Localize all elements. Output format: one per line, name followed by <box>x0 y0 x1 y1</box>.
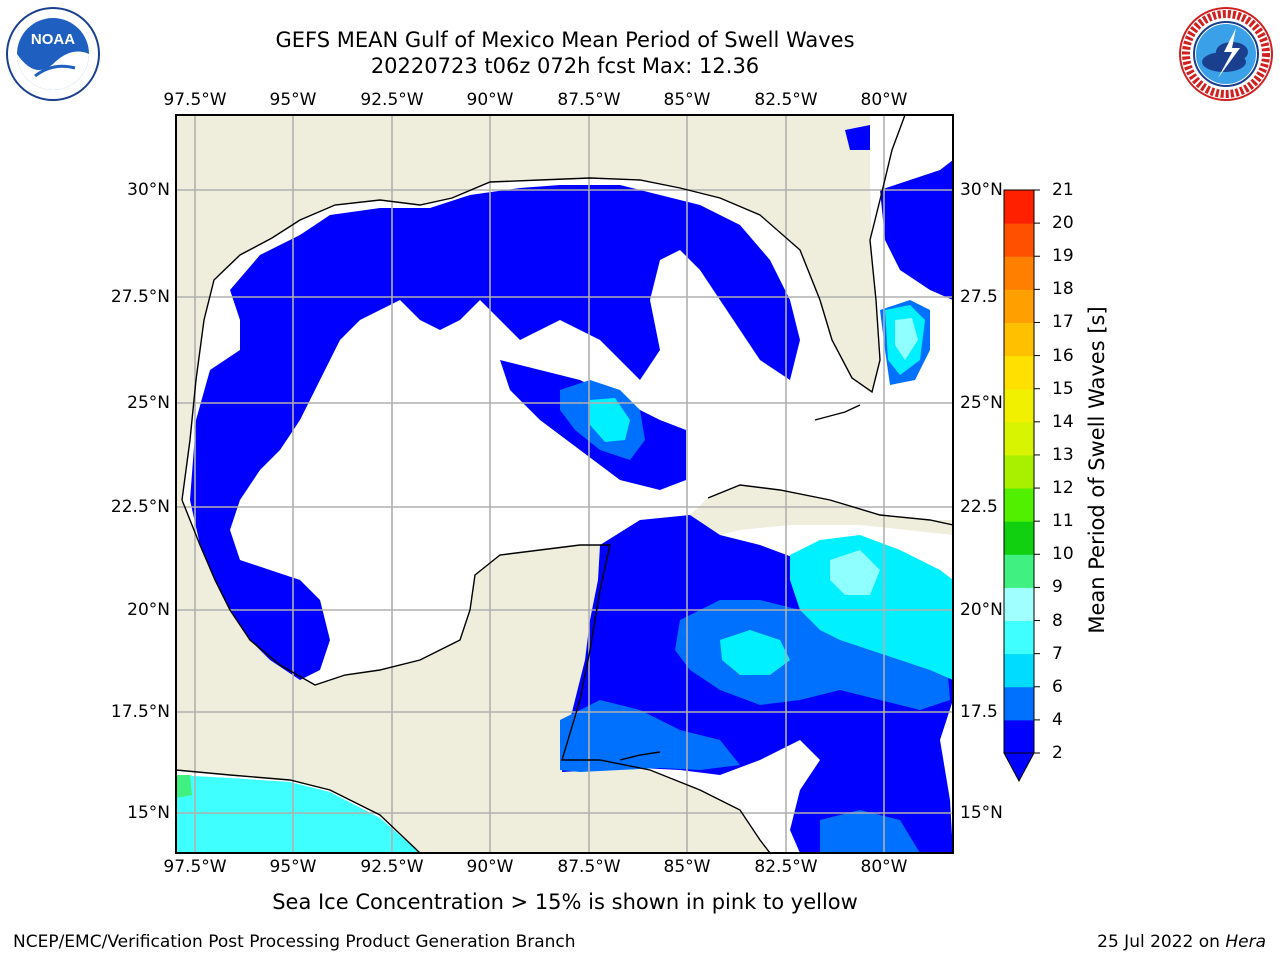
lat-tick-right: 30°N <box>960 180 1003 200</box>
colorbar-tick-label: 18 <box>1052 279 1074 300</box>
lon-tick-bottom: 87.5°W <box>557 857 621 877</box>
colorbar-swatch <box>1004 388 1034 423</box>
svg-text:NOAA: NOAA <box>31 31 75 48</box>
colorbar-tick-label: 4 <box>1052 709 1063 730</box>
lat-tick-right: 22.5 <box>960 497 998 517</box>
footnote: Sea Ice Concentration > 15% is shown in … <box>272 890 858 914</box>
colorbar-tick-label: 15 <box>1052 378 1074 399</box>
pacific-swell <box>176 775 420 853</box>
colorbar-frame <box>1003 189 1035 754</box>
lon-tick-bottom: 97.5°W <box>163 857 227 877</box>
colorbar-label: Mean Period of Swell Waves [s] <box>1085 306 1109 634</box>
colorbar-tick-label: 8 <box>1052 610 1063 631</box>
colorbar-swatch <box>1004 620 1034 655</box>
colorbar-swatch <box>1004 686 1034 721</box>
colorbar-tick-label: 2 <box>1052 743 1063 763</box>
lon-tick-bottom: 85°W <box>663 857 711 877</box>
lat-tick-left: 30°N <box>127 180 170 200</box>
lat-tick-left: 15°N <box>127 803 170 823</box>
colorbar-swatch <box>1004 256 1034 290</box>
lon-tick-bottom: 92.5°W <box>360 857 424 877</box>
colorbar-tick-label: 9 <box>1052 577 1063 598</box>
colorbar-swatch <box>1004 521 1034 555</box>
colorbar-tick-label: 17 <box>1052 312 1074 333</box>
colorbar-tick-label: 16 <box>1052 345 1074 366</box>
lat-tick-right: 17.5 <box>960 702 998 722</box>
lon-tick-top: 87.5°W <box>557 90 621 110</box>
lon-tick-top: 82.5°W <box>754 90 818 110</box>
credit-left: NCEP/EMC/Verification Post Processing Pr… <box>13 932 576 952</box>
colorbar-tick-label: 20 <box>1052 213 1074 234</box>
lon-tick-bottom: 80°W <box>860 857 908 877</box>
colorbar-swatch <box>1004 355 1034 390</box>
nws-logo <box>1179 7 1273 101</box>
lon-tick-bottom: 82.5°W <box>754 857 818 877</box>
lon-tick-bottom: 90°W <box>466 857 514 877</box>
colorbar-swatch <box>1004 454 1034 489</box>
colorbar-tick-label: 14 <box>1052 411 1074 432</box>
lon-tick-top: 92.5°W <box>360 90 424 110</box>
lon-tick-top: 80°W <box>860 90 908 110</box>
map-frame <box>175 114 954 854</box>
lat-tick-right: 15°N <box>960 803 1003 823</box>
lat-tick-left: 20°N <box>127 600 170 620</box>
lon-tick-bottom: 95°W <box>269 857 317 877</box>
chart-title: GEFS MEAN Gulf of Mexico Mean Period of … <box>275 28 855 52</box>
colorbar-tick-label: 11 <box>1052 511 1074 532</box>
colorbar-extend-arrow <box>1003 752 1035 783</box>
colorbar-swatch <box>1004 488 1034 522</box>
lat-tick-right: 20°N <box>960 600 1003 620</box>
colorbar-swatch <box>1004 554 1034 588</box>
colorbar-tick-label: 12 <box>1052 478 1074 499</box>
noaa-logo: NOAA <box>6 7 100 101</box>
colorbar-tick-label: 7 <box>1052 643 1063 664</box>
chart-subtitle: 20220723 t06z 072h fcst Max: 12.36 <box>370 54 760 78</box>
pacific-swell-green <box>176 775 192 798</box>
colorbar-tick-label: 21 <box>1052 180 1074 200</box>
lat-tick-left: 22.5°N <box>110 497 170 517</box>
colorbar-swatch <box>1004 719 1034 754</box>
lat-tick-right: 27.5 <box>960 287 998 307</box>
colorbar-tick-label: 19 <box>1052 246 1074 267</box>
colorbar-swatch <box>1004 587 1034 622</box>
colorbar-tick-label: 10 <box>1052 544 1074 565</box>
lon-tick-top: 97.5°W <box>163 90 227 110</box>
swell-field-lightcyan <box>830 318 918 595</box>
colorbar-tick-label: 6 <box>1052 676 1063 697</box>
lon-tick-top: 90°W <box>466 90 514 110</box>
colorbar-swatch <box>1004 190 1034 224</box>
lat-tick-left: 25°N <box>127 393 170 413</box>
lat-tick-left: 17.5°N <box>110 702 170 722</box>
credit-right: 25 Jul 2022 on Hera <box>1097 932 1266 952</box>
colorbar-tick-label: 13 <box>1052 444 1074 465</box>
lat-tick-right: 25°N <box>960 393 1003 413</box>
colorbar-swatch <box>1004 223 1034 257</box>
coastline <box>176 115 953 853</box>
graticule <box>176 115 953 853</box>
colorbar-swatch <box>1004 322 1034 357</box>
colorbar <box>1003 189 1040 783</box>
colorbar-swatch <box>1004 421 1034 456</box>
lon-tick-top: 95°W <box>269 90 317 110</box>
colorbar-swatch <box>1004 653 1034 688</box>
colorbar-swatch <box>1004 289 1034 323</box>
lat-tick-left: 27.5°N <box>110 287 170 307</box>
lon-tick-top: 85°W <box>663 90 711 110</box>
